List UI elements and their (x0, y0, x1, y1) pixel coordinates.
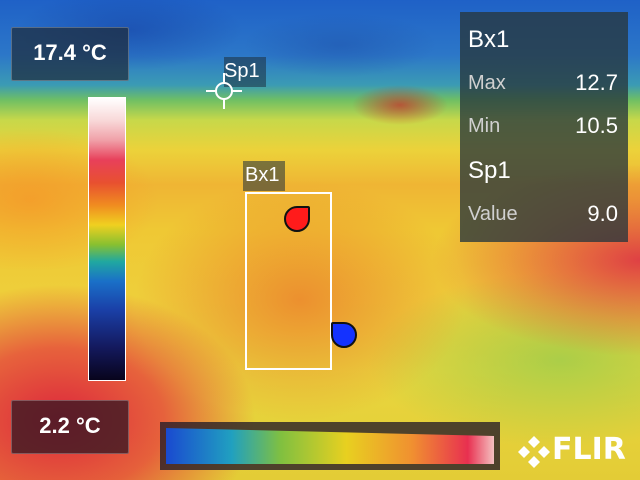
results-spot-title: Sp1 (468, 157, 511, 184)
box-label-box: Bx1 (243, 161, 285, 191)
results-spot-value: 9.0 (587, 201, 618, 226)
box-label: Bx1 (245, 164, 280, 186)
flir-logo: FLIR (518, 432, 630, 473)
hot-spot-marker-icon (284, 206, 310, 232)
min-temp-label-box: 2.2 °C (11, 400, 129, 454)
flir-logo-text: FLIR (552, 432, 626, 467)
max-temp-label-box: 17.4 °C (11, 27, 129, 81)
results-max-value: 12.7 (575, 70, 618, 95)
measurement-results-panel: Bx1 Max 12.7 Min 10.5 Sp1 Value 9.0 (460, 12, 628, 242)
flir-logo-icon (518, 436, 550, 468)
max-temp-label: 17.4 °C (33, 40, 107, 65)
palette-wedge (166, 428, 494, 464)
spot-label: Sp1 (224, 60, 260, 82)
spot-label-box: Sp1 (224, 57, 266, 87)
cold-spot-marker-icon (331, 322, 357, 348)
color-scale-bar (88, 97, 126, 381)
min-temp-label: 2.2 °C (39, 413, 101, 438)
palette-wedge-bar (160, 422, 500, 470)
results-max-key: Max (468, 72, 506, 94)
results-value-key: Value (468, 203, 518, 225)
crosshair-icon[interactable] (206, 73, 242, 109)
results-box-title: Bx1 (468, 26, 510, 53)
results-min-key: Min (468, 115, 501, 137)
measurement-box[interactable] (245, 192, 332, 370)
results-min-value: 10.5 (575, 113, 618, 138)
